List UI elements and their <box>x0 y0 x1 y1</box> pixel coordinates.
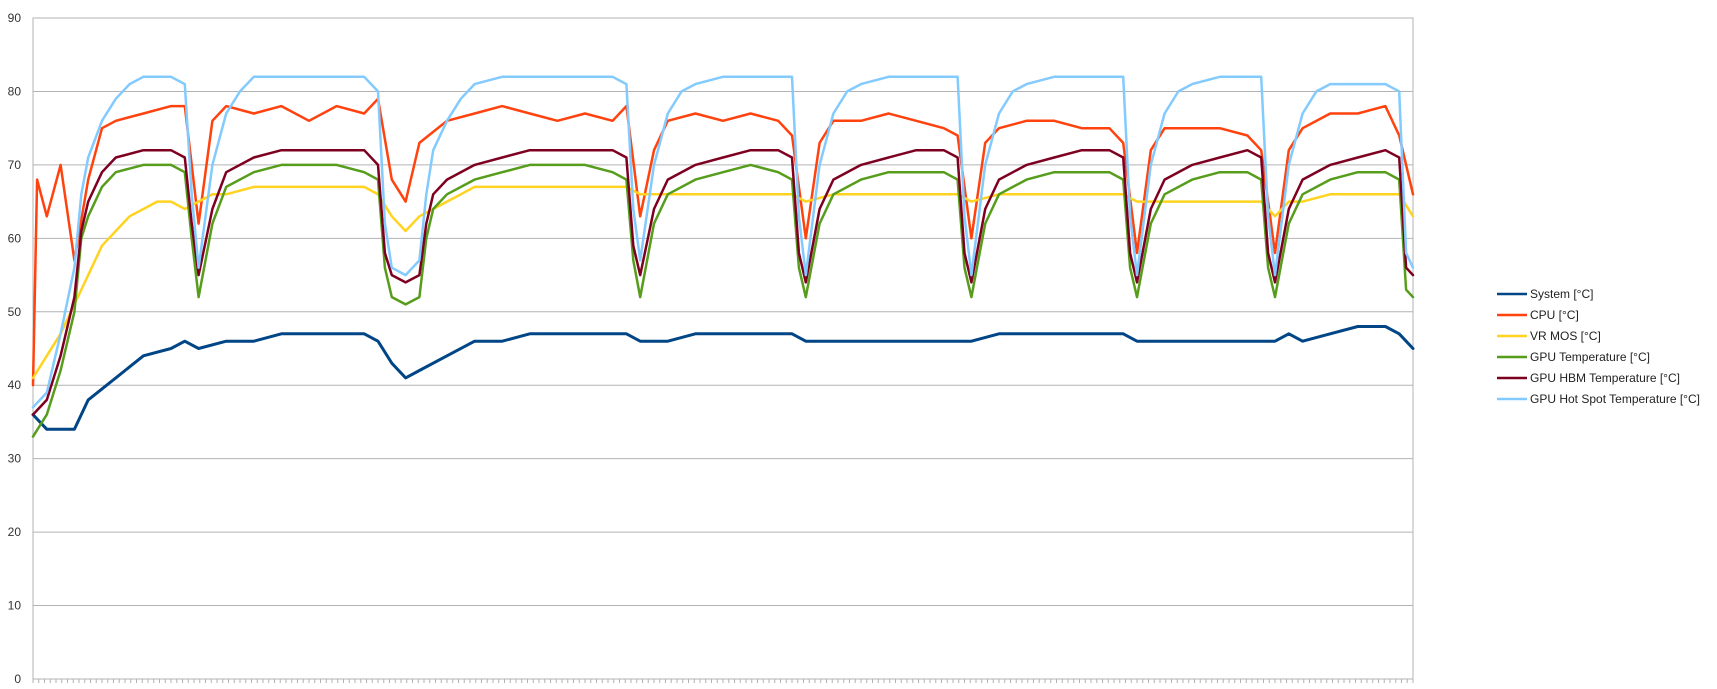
series-line-2 <box>31 97 1415 387</box>
legend-label-4: GPU Temperature [°C] <box>1530 350 1650 364</box>
series-lines <box>31 75 1415 438</box>
legend-label-6: GPU Hot Spot Temperature [°C] <box>1530 392 1700 406</box>
y-tick-label-90: 90 <box>8 11 22 25</box>
y-tick-label-20: 20 <box>8 525 22 539</box>
y-tick-label-50: 50 <box>8 305 22 319</box>
x-axis-tick-marks <box>32 679 1414 683</box>
series-line-1 <box>31 325 1415 431</box>
y-tick-label-70: 70 <box>8 158 22 172</box>
series-line-3 <box>31 185 1415 380</box>
plot-area-frame <box>32 17 1414 680</box>
y-tick-label-30: 30 <box>8 452 22 466</box>
y-tick-label-60: 60 <box>8 231 22 245</box>
series-line-5 <box>31 148 1415 416</box>
y-tick-label-80: 80 <box>8 84 22 98</box>
legend: System [°C] CPU [°C] VR MOS [°C] GPU Temper… <box>1497 287 1700 406</box>
legend-label-5: GPU HBM Temperature [°C] <box>1530 371 1680 385</box>
y-tick-label-10: 10 <box>8 599 22 613</box>
legend-label-1: System [°C] <box>1530 287 1593 301</box>
y-tick-label-40: 40 <box>8 378 22 392</box>
series-line-6 <box>31 75 1415 409</box>
grid-lines <box>33 17 1413 680</box>
legend-label-2: CPU [°C] <box>1530 308 1579 322</box>
legend-label-3: VR MOS [°C] <box>1530 329 1601 343</box>
y-tick-label-0: 0 <box>14 672 21 686</box>
y-axis-tick-labels: 0 10 20 30 40 50 60 70 80 90 <box>8 11 22 686</box>
series-line-4 <box>31 163 1415 438</box>
